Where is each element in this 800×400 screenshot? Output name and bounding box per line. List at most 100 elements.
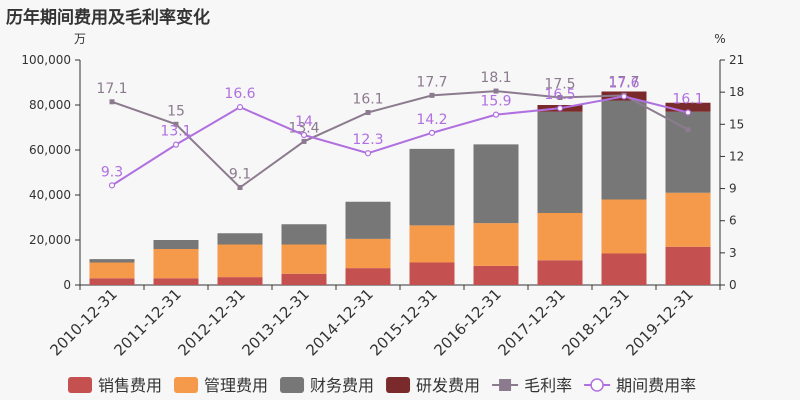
bar-segment — [345, 268, 391, 285]
y-right-tick-label: 6 — [729, 214, 737, 228]
bar-segment — [473, 223, 519, 266]
bar-segment — [537, 111, 583, 213]
line-point — [685, 127, 691, 133]
y-right-tick-label: 15 — [729, 117, 744, 131]
line-point — [173, 121, 179, 127]
bar-segment — [665, 102, 711, 112]
bar-segment — [345, 238, 391, 269]
data-label: 17.1 — [96, 81, 127, 97]
line-point — [109, 99, 115, 105]
data-label: 16.5 — [544, 87, 575, 103]
line-point — [684, 109, 692, 116]
bar-segment — [601, 253, 647, 285]
bar-segment — [217, 233, 263, 245]
line-point — [557, 95, 563, 100]
data-label: 12.3 — [352, 132, 383, 148]
y-left-tick-label: 20,000 — [29, 233, 71, 247]
bar-segment — [665, 111, 711, 193]
legend-swatch — [68, 377, 92, 393]
bar-segment — [153, 278, 199, 285]
bar-segment — [601, 199, 647, 254]
line-point — [556, 105, 564, 112]
data-label: 13.1 — [160, 124, 191, 140]
data-label: 16.6 — [224, 86, 255, 102]
data-label: 17.6 — [608, 75, 639, 91]
legend-swatch — [280, 377, 305, 393]
bar-segment — [665, 192, 711, 247]
line-point — [108, 182, 116, 189]
y-right-tick-label: 12 — [729, 149, 744, 163]
y-axis-right-unit: % — [714, 32, 725, 46]
data-label: 17.5 — [544, 77, 575, 93]
bar-segment — [473, 265, 519, 285]
line-point — [237, 185, 243, 190]
x-tick-label: 2019-12-31 — [622, 285, 696, 359]
x-tick-label: 2011-12-31 — [110, 285, 184, 359]
data-label: 18.1 — [480, 70, 511, 86]
legend-label: 管理费用 — [204, 376, 268, 395]
line-point — [301, 138, 307, 144]
y-left-tick-label: 0 — [63, 278, 71, 292]
bar-segment — [217, 244, 263, 278]
legend-label: 销售费用 — [98, 376, 162, 395]
bar-segment — [345, 201, 391, 239]
y-right-tick-label: 18 — [729, 85, 744, 99]
x-tick-label: 2010-12-31 — [46, 285, 120, 359]
x-tick-label: 2012-12-31 — [174, 285, 248, 359]
bar-segment — [153, 240, 199, 249]
line-series — [111, 90, 689, 189]
bar-segment — [89, 262, 135, 279]
data-label: 15 — [167, 103, 185, 119]
y-right-tick-label: 21 — [729, 53, 744, 67]
data-label: 14.2 — [416, 112, 447, 128]
legend-label: 研发费用 — [416, 376, 480, 395]
y-right-tick-label: 0 — [729, 278, 737, 292]
legend-swatch-marker — [499, 379, 512, 391]
line-point — [429, 92, 435, 98]
x-tick-label: 2016-12-31 — [430, 285, 504, 359]
x-tick-label: 2015-12-31 — [366, 285, 440, 359]
y-right-tick-label: 3 — [729, 246, 737, 260]
data-label: 17.7 — [416, 74, 447, 90]
bar-segment — [409, 225, 455, 263]
x-tick-label: 2017-12-31 — [494, 285, 568, 359]
data-label: 15.9 — [480, 94, 511, 110]
bar-segment — [537, 213, 583, 261]
bar-segment — [89, 278, 135, 285]
y-left-tick-label: 60,000 — [29, 143, 71, 157]
line-point — [300, 131, 308, 139]
bar-segment — [281, 244, 327, 274]
data-label: 14 — [295, 114, 313, 130]
legend-label: 期间费用率 — [616, 376, 696, 395]
bar-segment — [601, 100, 647, 200]
bar-segment — [537, 260, 583, 285]
line-point — [492, 111, 500, 118]
bar-segment — [281, 224, 327, 245]
data-label: 16.1 — [352, 92, 383, 108]
legend-swatch-marker — [590, 378, 604, 392]
bar-segment — [409, 262, 455, 285]
legend-swatch — [386, 377, 411, 393]
x-tick-label: 2014-12-31 — [302, 285, 376, 359]
y-right-tick-label: 9 — [729, 182, 737, 196]
line-point — [364, 150, 372, 157]
data-label: 16.1 — [672, 92, 703, 108]
line-point — [236, 104, 244, 111]
x-tick-label: 2013-12-31 — [238, 285, 312, 359]
bar-segment — [217, 277, 263, 285]
legend-label: 财务费用 — [310, 376, 374, 395]
y-axis-left-unit: 万 — [74, 32, 86, 46]
y-left-tick-label: 100,000 — [21, 53, 71, 67]
line-point — [493, 88, 499, 94]
line-point — [428, 129, 436, 136]
bar-segment — [409, 148, 455, 226]
data-label: 9.1 — [229, 167, 251, 183]
data-label: 17.7 — [608, 74, 639, 90]
bar-segment — [153, 249, 199, 279]
line-point — [365, 110, 371, 115]
bar-segment — [473, 144, 519, 224]
x-tick-label: 2018-12-31 — [558, 285, 632, 359]
legend-swatch — [174, 377, 199, 393]
chart-title: 历年期间费用及毛利率变化 — [6, 8, 210, 28]
